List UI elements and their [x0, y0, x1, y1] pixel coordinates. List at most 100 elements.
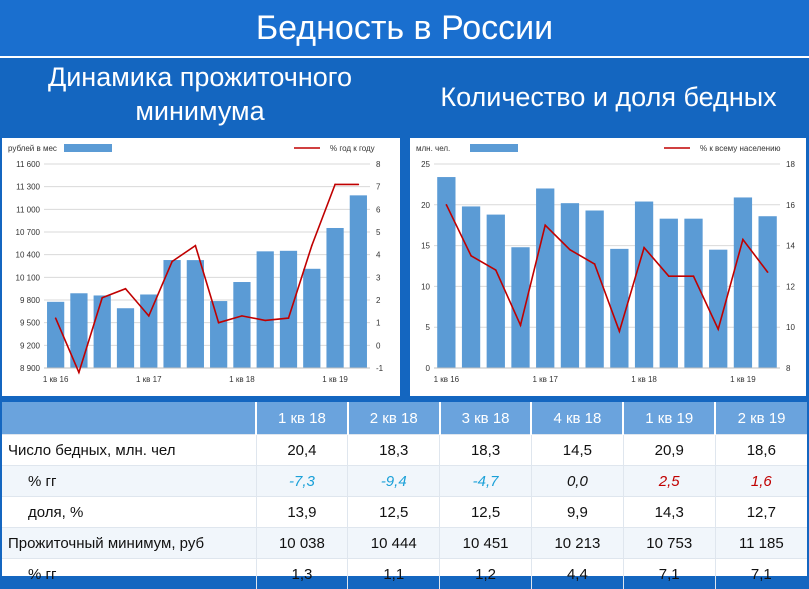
legend-line-label: % год к году — [330, 144, 375, 153]
table-cell: -7,3 — [256, 466, 348, 497]
chart-bar — [117, 308, 134, 368]
chart-line-point — [495, 269, 497, 271]
x-tick-label: 1 кв 19 — [730, 375, 756, 384]
y-left-tick-label: 15 — [421, 242, 430, 251]
chart-line-point — [717, 328, 719, 330]
chart-line-point — [311, 245, 313, 247]
chart-line-point — [218, 322, 220, 324]
x-tick-label: 1 кв 18 — [631, 375, 657, 384]
y-right-tick-label: 0 — [376, 341, 381, 350]
table-cell: -9,4 — [348, 466, 440, 497]
y-left-tick-label: 8 900 — [20, 364, 41, 373]
table-row-label: % гг — [2, 466, 256, 497]
chart-line-point — [264, 320, 266, 322]
x-tick-label: 1 кв 17 — [136, 375, 162, 384]
y-right-tick-label: 14 — [786, 242, 795, 251]
legend-bar-swatch — [470, 144, 518, 152]
table-cell: 12,5 — [348, 497, 440, 528]
legend-bar-label: рублей в мес — [8, 144, 57, 153]
y-right-tick-label: 5 — [376, 228, 381, 237]
y-left-tick-label: 20 — [421, 201, 430, 210]
chart-line-point — [241, 315, 243, 317]
table-row-label: Прожиточный минимум, руб — [2, 528, 256, 559]
table-cell: 10 444 — [348, 528, 440, 559]
table-cell: 9,9 — [531, 497, 623, 528]
chart-line-point — [148, 315, 150, 317]
y-left-tick-label: 9 500 — [20, 319, 41, 328]
y-right-tick-label: 16 — [786, 201, 795, 210]
chart-bar — [94, 295, 111, 368]
chart-bar — [326, 228, 343, 368]
table-cell: 1,1 — [348, 559, 440, 589]
table-cell: 10 451 — [440, 528, 532, 559]
chart-line-point — [78, 372, 80, 374]
y-right-tick-label: 8 — [786, 364, 791, 373]
y-right-tick-label: 4 — [376, 251, 381, 260]
x-tick-label: 1 кв 18 — [229, 375, 255, 384]
chart-bar — [140, 294, 157, 368]
y-left-tick-label: 9 800 — [20, 296, 41, 305]
chart-line-point — [55, 317, 57, 319]
y-left-tick-label: 10 — [421, 282, 430, 291]
y-left-tick-label: 11 600 — [16, 160, 40, 169]
table-column-header: 1 кв 19 — [623, 402, 715, 435]
y-right-tick-label: 7 — [376, 183, 381, 192]
table-cell: 10 753 — [623, 528, 715, 559]
legend-bar-swatch — [64, 144, 112, 152]
chart-line-point — [171, 261, 173, 263]
chart-bar — [758, 216, 776, 368]
y-left-tick-label: 11 300 — [16, 183, 40, 192]
table-cell: 1,2 — [440, 559, 532, 589]
table-cell: 0,0 — [531, 466, 623, 497]
table-column-header: 2 кв 19 — [715, 402, 807, 435]
table-row-label: Число бедных, млн. чел — [2, 435, 256, 466]
table-column-header: 2 кв 18 — [348, 402, 440, 435]
chart-bar — [47, 302, 64, 368]
chart-bar — [280, 251, 297, 368]
chart-bar — [561, 203, 579, 368]
x-tick-label: 1 кв 19 — [322, 375, 348, 384]
table-cell: 18,3 — [348, 435, 440, 466]
chart-line-point — [668, 275, 670, 277]
x-tick-label: 1 кв 16 — [43, 375, 69, 384]
table-cell: 14,3 — [623, 497, 715, 528]
table-cell: 1,3 — [256, 559, 348, 589]
chart-line-point — [101, 297, 103, 299]
y-left-tick-label: 10 700 — [16, 228, 41, 237]
table-cell: 18,3 — [440, 435, 532, 466]
table-cell: 4,4 — [531, 559, 623, 589]
table-cell: 2,5 — [623, 466, 715, 497]
right-subtitle: Количество и доля бедных — [408, 80, 809, 114]
chart-bar — [511, 247, 529, 368]
chart-bar — [257, 251, 274, 368]
chart-bar — [684, 219, 702, 368]
table-cell: 10 213 — [531, 528, 623, 559]
y-right-tick-label: 10 — [786, 323, 795, 332]
chart-line-point — [544, 224, 546, 226]
table-cell: 11 185 — [715, 528, 807, 559]
y-right-tick-label: 18 — [786, 160, 795, 169]
table-cell: 13,9 — [256, 497, 348, 528]
y-left-tick-label: 11 000 — [16, 205, 40, 214]
chart-line-point — [619, 330, 621, 332]
chart-line-point — [594, 263, 596, 265]
table-cell: 10 038 — [256, 528, 348, 559]
chart-line-point — [470, 255, 472, 257]
table-cell: -4,7 — [440, 466, 532, 497]
table-cell: 18,6 — [715, 435, 807, 466]
table-cell: 12,5 — [440, 497, 532, 528]
left-subtitle: Динамика прожиточного минимума — [0, 60, 400, 128]
chart-line-point — [288, 317, 290, 319]
y-right-tick-label: 12 — [786, 282, 795, 291]
chart-line-point — [569, 249, 571, 251]
table-cell: 20,9 — [623, 435, 715, 466]
table-cell: 14,5 — [531, 435, 623, 466]
table-cell: 12,7 — [715, 497, 807, 528]
y-left-tick-label: 5 — [426, 323, 431, 332]
